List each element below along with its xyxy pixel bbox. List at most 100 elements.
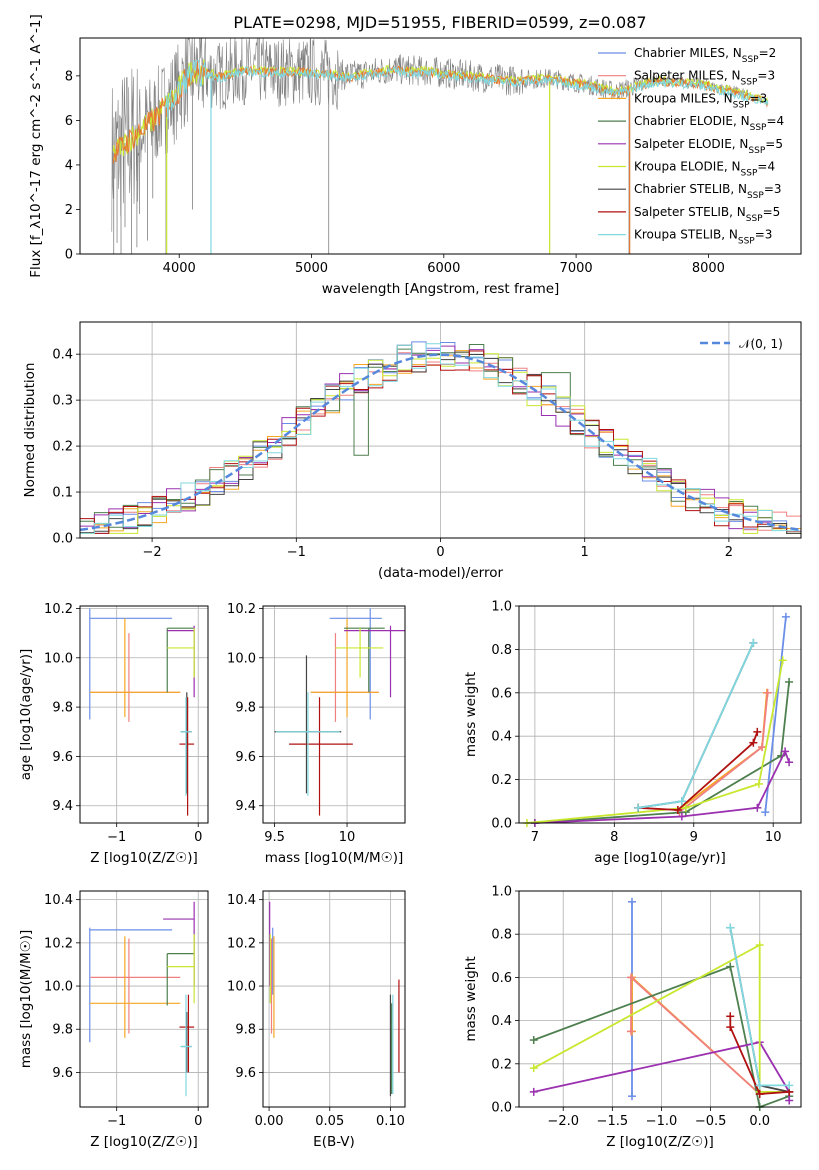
y-tick-label: 10.0	[227, 980, 256, 995]
x-axis-label: Z [log10(Z/Z☉)]	[606, 1134, 714, 1150]
y-tick-label: 2	[65, 203, 73, 218]
legend-subscript: SSP	[748, 146, 765, 156]
weight-line	[630, 975, 761, 1095]
x-axis-label: wavelength [Angstrom, rest frame]	[322, 281, 560, 297]
y-tick-label: 0.6	[491, 971, 512, 986]
y-tick-label: 0.8	[491, 928, 512, 943]
y-tick-label: 0.6	[491, 686, 512, 701]
y-axis-label: mass weight	[463, 956, 479, 1041]
y-axis-label: Flux [f_λ10^-17 erg cm^-2 s^-1 A^-1]	[28, 14, 44, 277]
legend-subscript: SSP	[738, 237, 755, 247]
x-axis-label: mass [log10(M/M☉)]	[265, 850, 404, 866]
y-tick-label: 0.2	[491, 1057, 512, 1072]
legend-subscript: SSP	[746, 214, 763, 224]
y-tick-label: 0.8	[491, 643, 512, 658]
y-tick-label: 9.4	[235, 799, 256, 814]
y-tick-label: 10.4	[44, 893, 73, 908]
line-axes: 4000 5000 6000 7000 8000 0 2 4 6 8 wavelength [Ang…	[28, 14, 802, 297]
normal-curve	[79, 353, 802, 532]
legend-subscript: SSP	[747, 191, 764, 201]
legend-label: Kroupa STELIB, NSSP=3	[634, 228, 772, 247]
y-tick-label: 9.6	[235, 1066, 256, 1081]
x-tick-label: 8000	[692, 261, 725, 276]
y-tick-label: 10.4	[227, 893, 256, 908]
legend-label: 𝒩(0, 1)	[739, 337, 783, 351]
legend-label: Kroupa ELODIE, NSSP=4	[634, 160, 775, 179]
x-tick-label: −2.0	[547, 1114, 579, 1129]
y-tick-label: 1.0	[491, 885, 512, 900]
y-tick-label: 0.2	[491, 773, 512, 788]
weight-line	[764, 616, 787, 813]
mass-vs-EBV-axes: 0.00 0.05 0.10 9.6 9.8 10.0 10.2 10.4 E(B-V)	[227, 890, 406, 1150]
weight-line	[526, 660, 784, 824]
y-tick-label: 0.4	[491, 730, 512, 745]
model-spectrum	[165, 59, 769, 120]
y-tick-label: 0.1	[52, 486, 73, 501]
histogram-series	[79, 343, 802, 538]
x-tick-label: 10	[339, 830, 356, 845]
x-tick-label: 4000	[163, 261, 196, 276]
y-axis-label: mass [log10(M/M☉)]	[18, 930, 34, 1069]
x-tick-label: −1	[287, 545, 306, 560]
y-axis-label: age [log10(age/yr)]	[18, 649, 34, 781]
x-tick-label: 0	[194, 830, 202, 845]
x-axis-label: Z [log10(Z/Z☉)]	[90, 850, 198, 866]
model-spectrum	[112, 60, 769, 164]
x-tick-label: 0.10	[376, 1114, 405, 1129]
x-tick-label: 0	[194, 1114, 202, 1129]
x-tick-label: 9	[690, 830, 698, 845]
figure-title: PLATE=0298, MJD=51955, FIBERID=0599, z=0…	[233, 13, 646, 32]
weight-line	[534, 681, 790, 824]
y-tick-label: 10.2	[227, 602, 256, 617]
legend-label: Salpeter STELIB, NSSP=5	[634, 205, 780, 224]
y-tick-label: 9.8	[235, 1023, 256, 1038]
y-tick-label: 4	[65, 158, 73, 173]
y-tick-label: 0.3	[52, 394, 73, 409]
axes-frame	[518, 605, 802, 824]
weight-vs-Z-axes: −2.0 −1.5 −1.0 −0.5 0.0 0.0 0.2 0.4 0.6 0.8 1.0 Z […	[463, 885, 802, 1150]
observed-spectrum	[111, 37, 749, 232]
x-tick-label: −0.5	[695, 1114, 727, 1129]
legend-subscript: SSP	[733, 100, 750, 110]
x-tick-label: −1	[107, 830, 126, 845]
x-tick-label: −1.5	[597, 1114, 629, 1129]
x-tick-label: 0.05	[315, 1114, 344, 1129]
x-tick-label: 8	[610, 830, 618, 845]
y-tick-label: 9.6	[52, 750, 73, 765]
legend-label: Salpeter ELODIE, NSSP=5	[634, 137, 783, 156]
legend-subscript: SSP	[741, 78, 758, 88]
y-tick-label: 0.4	[491, 1014, 512, 1029]
x-tick-label: −1	[107, 1114, 126, 1129]
axes-frame	[262, 605, 406, 824]
y-axis-label: mass weight	[463, 672, 479, 757]
weight-vs-age-axes: 7 8 9 10 0.0 0.2 0.4 0.6 0.8 1.0 age [log10(age/yr…	[463, 600, 802, 866]
x-tick-label: 6000	[427, 261, 460, 276]
y-axis-label: Normed distribution	[22, 363, 38, 498]
y-tick-label: 10.2	[227, 936, 256, 951]
x-axis-label: Z [log10(Z/Z☉)]	[90, 1134, 198, 1150]
legend-label: Chabrier ELODIE, NSSP=4	[634, 114, 784, 133]
y-tick-label: 8	[65, 69, 73, 84]
hist-legend: 𝒩(0, 1)	[700, 337, 783, 351]
axes-frame	[79, 890, 209, 1108]
axes-frame	[518, 890, 802, 1108]
y-tick-label: 10.0	[44, 980, 73, 995]
y-tick-label: 1.0	[491, 600, 512, 615]
x-tick-label: 10	[765, 830, 782, 845]
x-tick-label: 1	[581, 545, 589, 560]
x-tick-label: 0.0	[749, 1114, 770, 1129]
weight-line	[533, 965, 790, 1109]
y-tick-label: 0.0	[491, 817, 512, 832]
legend-subscript: SSP	[741, 169, 758, 179]
x-axis-label: age [log10(age/yr)]	[594, 850, 726, 866]
y-tick-label: 9.8	[52, 1023, 73, 1038]
x-tick-label: 2	[725, 545, 733, 560]
mass-vs-Z-axes: −1 0 9.6 9.8 10.0 10.2 10.4 Z [log10(Z/Z☉)] mass…	[18, 890, 209, 1150]
y-tick-label: 9.4	[52, 799, 73, 814]
legend-label: Chabrier STELIB, NSSP=3	[634, 182, 782, 201]
x-tick-label: 9.5	[264, 830, 285, 845]
x-tick-label: 0.00	[255, 1114, 284, 1129]
y-tick-label: 0.0	[52, 532, 73, 547]
x-tick-label: 7	[531, 830, 539, 845]
